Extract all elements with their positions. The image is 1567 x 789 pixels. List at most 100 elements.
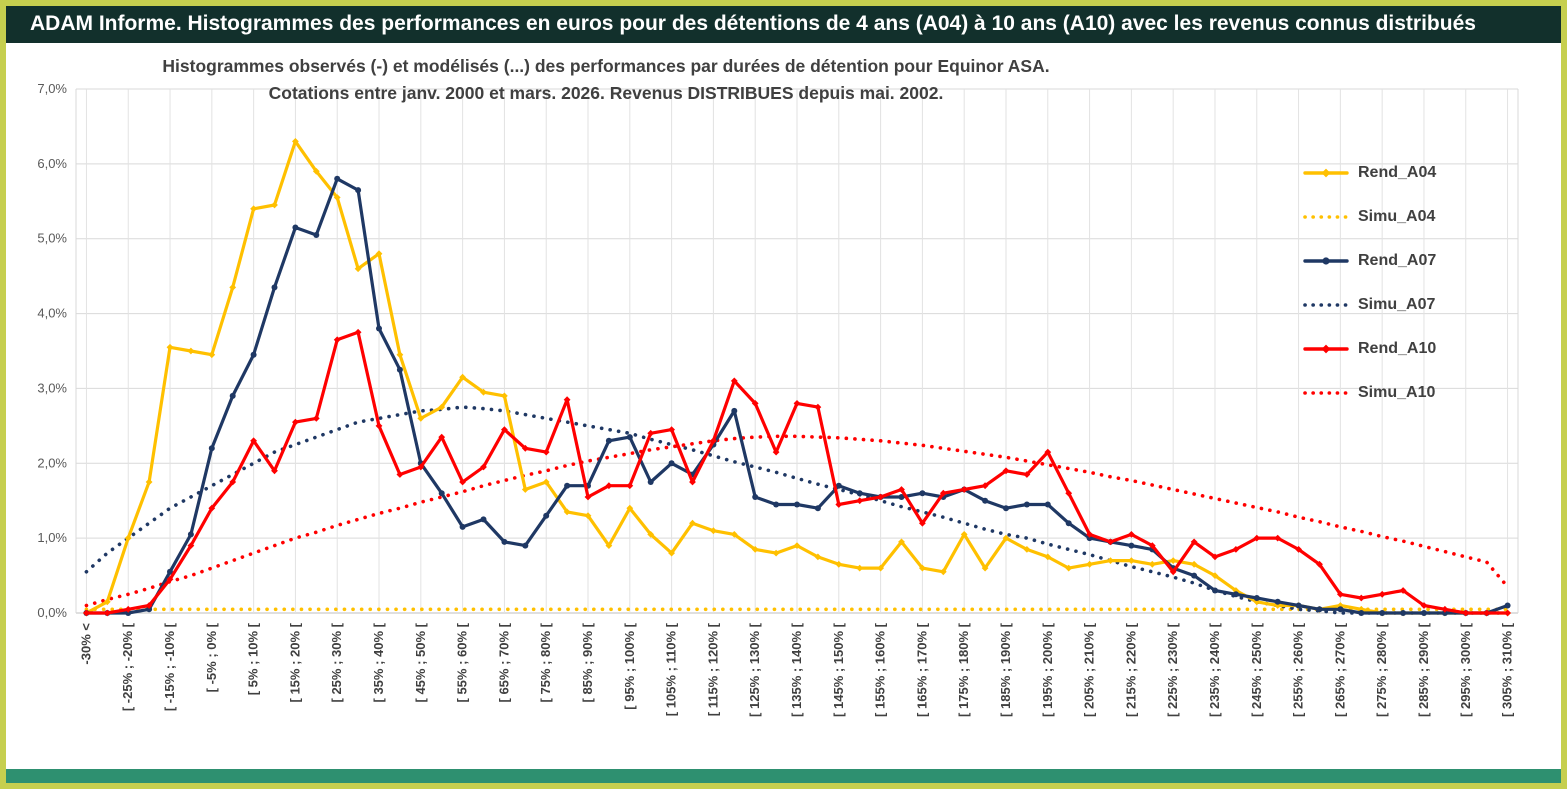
data-point xyxy=(605,437,612,444)
x-axis-tick: [ -5% ; 0% [ xyxy=(204,622,219,692)
data-point xyxy=(960,486,968,493)
data-point xyxy=(982,497,989,504)
data-point xyxy=(396,351,404,359)
data-point xyxy=(501,426,508,433)
x-axis-tick: [ 25% ; 30% [ xyxy=(329,622,344,702)
data-point xyxy=(1357,594,1365,602)
x-axis-tick: [ 135% ; 140% [ xyxy=(789,622,804,717)
data-point xyxy=(271,201,278,209)
x-axis-tick: [ 85% ; 90% [ xyxy=(580,622,595,702)
data-point xyxy=(375,250,383,258)
legend-label-simu-a04: Simu_A04 xyxy=(1358,207,1436,225)
data-point xyxy=(1107,538,1114,546)
data-point xyxy=(501,392,508,400)
data-point xyxy=(1002,534,1010,542)
data-point xyxy=(1169,568,1177,576)
x-axis-tick: [ -25% ; -20% [ xyxy=(120,622,135,711)
x-axis-tick: [ 95% ; 100% [ xyxy=(622,622,637,709)
data-point xyxy=(396,471,404,478)
legend-label-rend-a10: Rend_A10 xyxy=(1358,339,1437,357)
y-axis-tick: 1,0% xyxy=(37,530,67,545)
data-point xyxy=(543,512,550,519)
data-point xyxy=(250,205,257,213)
data-point xyxy=(1420,602,1428,609)
data-point xyxy=(480,388,487,396)
data-point xyxy=(877,564,884,572)
data-point xyxy=(1044,501,1051,508)
data-point xyxy=(605,482,613,490)
legend-label-simu-a10: Simu_A10 xyxy=(1358,383,1436,401)
data-point xyxy=(250,437,257,445)
data-point xyxy=(124,534,132,542)
data-point xyxy=(1002,467,1010,475)
data-point xyxy=(1065,489,1073,497)
data-point xyxy=(187,347,195,355)
data-point xyxy=(605,542,613,549)
data-point xyxy=(1232,591,1239,598)
data-point xyxy=(730,377,738,385)
data-point xyxy=(898,494,905,500)
data-point xyxy=(835,501,843,508)
x-axis-tick: [ 295% ; 300% [ xyxy=(1458,622,1473,717)
data-point xyxy=(898,538,905,546)
y-axis-tick: 6,0% xyxy=(37,156,67,171)
data-point xyxy=(731,407,738,414)
data-point xyxy=(229,284,237,291)
data-point xyxy=(166,575,174,583)
x-axis-tick: [ 185% ; 190% [ xyxy=(998,622,1013,717)
data-point xyxy=(1483,609,1491,617)
series-line-Simu_A07 xyxy=(84,405,1510,615)
data-point xyxy=(835,482,842,489)
data-point xyxy=(856,490,863,497)
data-point xyxy=(271,467,278,475)
data-point xyxy=(919,490,926,497)
data-point xyxy=(1211,572,1219,579)
data-point xyxy=(459,523,466,530)
y-axis-tick: 2,0% xyxy=(37,455,67,470)
data-point xyxy=(166,343,174,351)
data-point xyxy=(333,194,341,201)
data-point xyxy=(1421,610,1427,616)
x-axis-tick: [ 285% ; 290% [ xyxy=(1416,622,1431,717)
data-point xyxy=(752,494,759,500)
data-point xyxy=(459,478,466,486)
data-point xyxy=(1190,560,1198,568)
data-point xyxy=(1086,531,1093,538)
data-point xyxy=(167,568,173,575)
data-point xyxy=(1107,557,1114,564)
data-point xyxy=(1086,560,1093,568)
data-point xyxy=(730,531,738,538)
chart-title-line-1: Histogrammes observés (-) et modélisés (… xyxy=(162,56,1050,76)
data-point xyxy=(1504,609,1511,617)
data-point xyxy=(1504,602,1511,609)
x-axis-tick: [ 155% ; 160% [ xyxy=(873,622,888,717)
data-point xyxy=(333,336,341,344)
legend-line-sample-simu-a10 xyxy=(1303,390,1349,395)
x-axis-tick: [ 225% ; 230% [ xyxy=(1165,622,1180,717)
data-point xyxy=(710,527,717,535)
data-point xyxy=(312,415,320,422)
data-point xyxy=(1337,602,1344,609)
data-point xyxy=(1023,501,1030,508)
data-point xyxy=(710,437,717,445)
data-point xyxy=(208,504,216,512)
data-point xyxy=(626,434,633,441)
data-point xyxy=(647,479,654,485)
data-point xyxy=(1378,590,1386,598)
legend-item-rend-a04: Rend_A04 xyxy=(1303,161,1436,184)
data-point xyxy=(334,175,341,182)
data-point xyxy=(292,224,299,231)
data-point xyxy=(187,542,195,549)
data-point xyxy=(1148,542,1156,549)
x-axis-tick: [ 145% ; 150% [ xyxy=(831,622,846,717)
chart-title: Histogrammes observés (-) et modélisés (… xyxy=(146,53,1066,107)
data-point xyxy=(1316,606,1323,613)
data-point xyxy=(145,478,153,486)
data-point xyxy=(584,512,592,520)
footer-bar xyxy=(6,769,1561,783)
data-point xyxy=(542,448,550,456)
data-point xyxy=(668,460,675,467)
data-point xyxy=(1044,553,1052,561)
data-point xyxy=(1232,587,1240,594)
